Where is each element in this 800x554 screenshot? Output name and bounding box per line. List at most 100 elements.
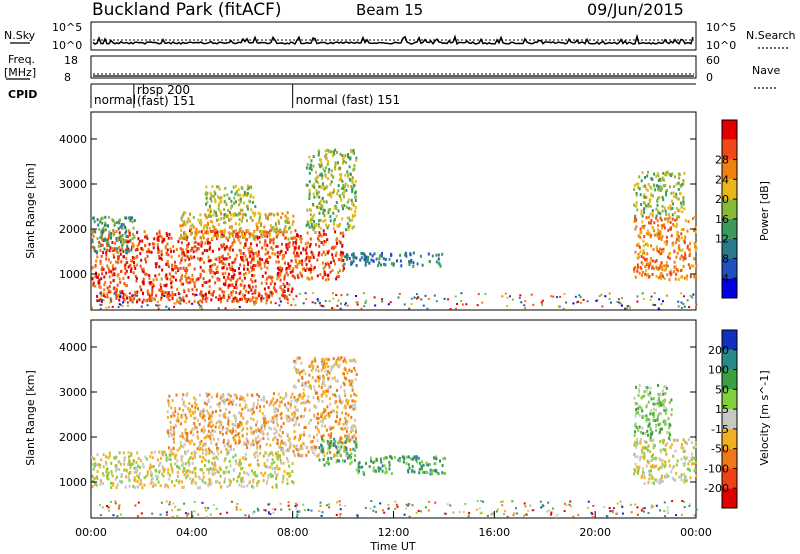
ytick-label-3: 4000 xyxy=(59,341,87,354)
cpid-text-2: normal (fast) 151 xyxy=(296,93,400,107)
colorbar-tick-label-3: 15 xyxy=(715,403,729,416)
colorbar-swatch xyxy=(722,369,737,390)
colorbar-frame xyxy=(721,119,738,299)
xtick-label-5: 20:00 xyxy=(579,526,611,539)
heatmap-noise xyxy=(91,292,698,310)
colorbar-tick-label-0: 4 xyxy=(722,272,729,285)
ytick-label-0: 1000 xyxy=(59,476,87,489)
nsky-label: N.Sky xyxy=(4,29,36,42)
freq-label: Freq. xyxy=(8,53,35,66)
nsky-tick-top: 10^5 xyxy=(52,21,82,34)
colorbar-swatch xyxy=(722,389,737,410)
power-colorbar-label: Power [dB] xyxy=(758,181,771,241)
nsky-trace xyxy=(92,33,694,46)
freq-tick-bottom: 8 xyxy=(64,71,71,84)
cpid-text-1: rbsp 200 xyxy=(137,83,190,97)
time-xaxis: 00:00 04:00 08:00 12:00 16:00 20:00 00:00 xyxy=(75,511,712,539)
colorbar-swatch xyxy=(722,468,737,489)
power-yaxis: 1000 2000 3000 4000 xyxy=(59,133,696,281)
colorbar-swatch xyxy=(722,120,737,140)
ytick-label-2: 3000 xyxy=(59,386,87,399)
beam-title: Beam 15 xyxy=(356,1,423,19)
colorbar-tick-label-1: 100 xyxy=(708,364,729,377)
colorbar-swatch xyxy=(722,179,737,200)
nsearch-tick-bottom: 10^0 xyxy=(706,39,736,52)
colorbar-swatch xyxy=(722,409,737,429)
cpid-text-0: normal xyxy=(94,93,136,107)
velocity-colorbar-label: Velocity [m s^-1] xyxy=(758,370,771,465)
colorbar-swatch xyxy=(722,349,737,370)
colorbar-swatch xyxy=(722,218,737,239)
cpid-text-1-b: (fast) 151 xyxy=(137,94,196,108)
power-ylabel: Slant Range [km] xyxy=(24,163,37,259)
xtick-label-0: 00:00 xyxy=(75,526,107,539)
velocity-panel: Slant Range [km] 1000 2000 3000 4000 00:00 0… xyxy=(24,319,771,553)
heatmap-region-1 xyxy=(91,215,136,255)
heatmap-region-5 xyxy=(633,437,698,485)
nsky-panel: N.Sky 10^5 10^0 10^5 10^0 N.Search xyxy=(4,21,796,52)
heatmap-region-6 xyxy=(633,383,673,440)
heatmap-region-4 xyxy=(292,229,345,282)
colorbar-tick-label-3: 16 xyxy=(715,213,729,226)
nave-tick-bottom: 0 xyxy=(706,71,713,84)
colorbar-swatch xyxy=(722,488,737,508)
velocity-colorbar: 200 100 50 15 -15 -50 -100 -200 xyxy=(704,329,738,509)
heatmap-region-7 xyxy=(633,215,698,282)
velocity-heatmap xyxy=(91,356,698,518)
heatmap-region-5 xyxy=(305,148,358,232)
colorbar-swatch xyxy=(722,258,737,279)
station-title: Buckland Park (fitACF) xyxy=(92,0,282,20)
ytick-label-3: 4000 xyxy=(59,133,87,146)
power-colorbar: 4 8 12 16 20 24 28 xyxy=(715,119,738,299)
colorbar-swatch xyxy=(722,199,737,219)
colorbar-swatch xyxy=(722,330,737,350)
colorbar-tick-label-4: -15 xyxy=(711,423,729,436)
colorbar-tick-label-2: 50 xyxy=(715,383,729,396)
colorbar-tick-label-0: 200 xyxy=(708,344,729,357)
colorbar-tick-label-5: 24 xyxy=(715,173,729,186)
heatmap-region-0 xyxy=(91,229,295,304)
ytick-label-2: 3000 xyxy=(59,178,87,191)
colorbar-tick-label-4: 20 xyxy=(715,193,729,206)
xtick-label-1: 04:00 xyxy=(176,526,208,539)
ytick-label-1: 2000 xyxy=(59,431,87,444)
date-title: 09/Jun/2015 xyxy=(587,0,684,19)
freq-tick-top: 18 xyxy=(64,54,78,67)
freq-unit: [MHz] xyxy=(4,66,36,79)
heatmap-region-4 xyxy=(355,455,446,476)
velocity-yaxis: 1000 2000 3000 4000 xyxy=(59,341,696,489)
colorbar-tick-label-6: 28 xyxy=(715,154,729,167)
power-heatmap xyxy=(91,148,698,310)
colorbar-swatch xyxy=(722,278,737,298)
heatmap-region-2 xyxy=(179,211,295,241)
colorbar-swatch xyxy=(722,139,737,160)
ytick-label-0: 1000 xyxy=(59,268,87,281)
heatmap-noise xyxy=(99,500,698,518)
time-xlabel: Time UT xyxy=(369,540,415,553)
colorbar-tick-label-1: 8 xyxy=(722,252,729,265)
nsearch-label: N.Search xyxy=(746,29,796,42)
freq-panel: Freq. [MHz] 18 8 60 0 Nave xyxy=(4,53,780,89)
cpid-label: CPID xyxy=(8,88,37,101)
nsky-line xyxy=(92,33,694,46)
xtick-label-3: 12:00 xyxy=(378,526,410,539)
power-panel: Slant Range [km] 1000 2000 3000 4000 4 8 12 16… xyxy=(24,111,771,311)
nsky-tick-bottom: 10^0 xyxy=(52,39,82,52)
colorbar-swatch xyxy=(722,428,737,449)
heatmap-region-6 xyxy=(343,251,444,268)
ytick-label-1: 2000 xyxy=(59,223,87,236)
xtick-label-2: 08:00 xyxy=(277,526,309,539)
colorbar-swatch xyxy=(722,238,737,259)
velocity-ylabel: Slant Range [km] xyxy=(24,370,37,466)
nave-tick-top: 60 xyxy=(706,54,720,67)
heatmap-region-2 xyxy=(292,356,358,458)
heatmap-region-3 xyxy=(318,437,358,467)
colorbar-frame xyxy=(721,329,738,509)
colorbar-tick-label-2: 12 xyxy=(715,233,729,246)
heatmap-region-8 xyxy=(633,170,686,219)
colorbar-swatch xyxy=(722,159,737,180)
colorbar-tick-label-6: -100 xyxy=(704,462,729,475)
